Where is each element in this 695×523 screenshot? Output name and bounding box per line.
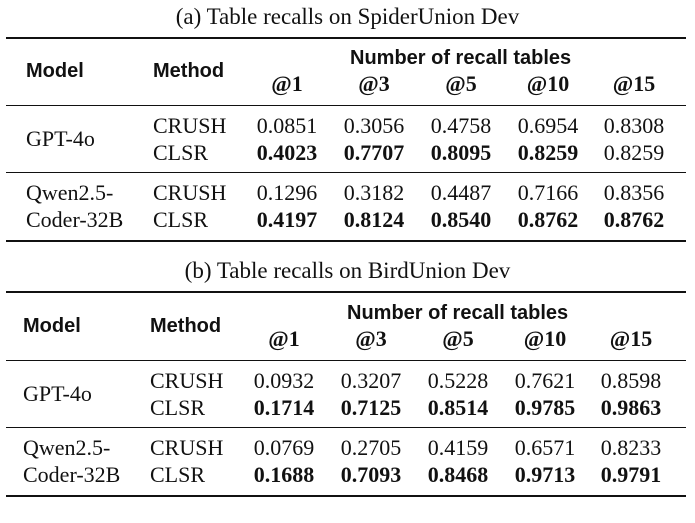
table-b-cell: 0.3207 [340,368,402,393]
table-a-model-qwen-line2: Coder-32B [26,207,124,232]
table-b-cell: 0.1714 [253,395,315,420]
table-b-cell: 0.7093 [340,462,402,487]
table-a-cell: 0.8762 [603,207,665,232]
table-b-cell: 0.0932 [253,368,315,393]
table-a-header-k5: @5 [445,71,477,96]
table-b-cell: 0.4159 [427,435,489,460]
table-a-cell: 0.6954 [517,113,579,138]
table-a-cell: 0.7166 [517,180,579,205]
table-a-method-clsr-2: CLSR [153,207,209,232]
table-a-model-gpt4o: GPT-4o [26,126,95,151]
table-b-group-rule [6,427,686,428]
table-b-cell: 0.9863 [600,395,662,420]
table-a-bottom-rule [6,240,686,242]
table-a-header-model: Model [26,60,84,82]
table-a-header-rule [6,105,686,106]
table-a-cell: 0.8124 [343,207,405,232]
table-a-cell: 0.8259 [517,140,579,165]
table-b-bottom-rule [6,495,686,497]
table-b-cell: 0.5228 [427,368,489,393]
table-b-header-rule [6,360,686,361]
table-a-header-method: Method [153,60,225,82]
table-b-cell: 0.1688 [253,462,315,487]
table-a-model-qwen-line1: Qwen2.5- [26,180,114,205]
table-a-cell: 0.3056 [343,113,405,138]
table-a-cell: 0.3182 [343,180,405,205]
table-a-cell: 0.1296 [256,180,318,205]
table-b-caption: (b) Table recalls on BirdUnion Dev [184,258,511,283]
table-a-header-k3: @3 [358,71,390,96]
table-b-model-qwen-line1: Qwen2.5- [23,435,111,460]
table-b-cell: 0.7125 [340,395,402,420]
table-a-cell: 0.8540 [430,207,492,232]
table-b-cell: 0.2705 [340,435,402,460]
table-a-cell: 0.7707 [343,140,405,165]
table-a-cell: 0.4197 [256,207,318,232]
table-a-method-crush-2: CRUSH [153,180,227,205]
table-a-cell: 0.8762 [517,207,579,232]
table-b-cell: 0.9791 [600,462,662,487]
table-b-cell: 0.8468 [427,462,489,487]
table-b-header-method: Method [150,315,222,337]
table-a-header-k1: @1 [271,71,303,96]
table-a-cell: 0.8259 [603,140,665,165]
table-b-header-group: Number of recall tables [347,302,569,324]
table-b-header-model: Model [23,315,81,337]
table-b-header-k5: @5 [442,326,474,351]
table-a-top-rule [6,37,686,39]
table-a-cell: 0.8308 [603,113,665,138]
table-b-header-k10: @10 [523,326,567,351]
table-b-model-gpt4o: GPT-4o [23,381,92,406]
table-a-cell: 0.4758 [430,113,492,138]
table-a-caption: (a) Table recalls on SpiderUnion Dev [175,4,520,29]
table-b-header-k3: @3 [355,326,387,351]
table-b-header-k15: @15 [609,326,653,351]
table-b-cell: 0.6571 [514,435,576,460]
table-b-method-crush-2: CRUSH [150,435,224,460]
table-b-method-clsr-2: CLSR [150,462,206,487]
table-b-method-crush-1: CRUSH [150,368,224,393]
table-b-cell: 0.7621 [514,368,576,393]
table-a-cell: 0.8095 [430,140,492,165]
table-b-method-clsr-1: CLSR [150,395,206,420]
table-a-cell: 0.8356 [603,180,665,205]
table-b-cell: 0.8233 [600,435,662,460]
table-a-header-group: Number of recall tables [350,47,572,69]
table-a-header-k10: @10 [526,71,570,96]
table-b-cell: 0.0769 [253,435,315,460]
table-b-cell: 0.8598 [600,368,662,393]
table-b-header-k1: @1 [268,326,300,351]
table-a-method-clsr-1: CLSR [153,140,209,165]
table-b-top-rule [6,291,686,293]
table-a-group-rule [6,172,686,173]
table-b-model-qwen-line2: Coder-32B [23,462,121,487]
table-a-cell: 0.4487 [430,180,492,205]
table-b-cell: 0.8514 [427,395,489,420]
table-b-cell: 0.9713 [514,462,576,487]
table-a-header-k15: @15 [612,71,656,96]
table-a-cell: 0.0851 [256,113,318,138]
table-a-cell: 0.4023 [256,140,318,165]
table-b-cell: 0.9785 [514,395,576,420]
table-a-method-crush-1: CRUSH [153,113,227,138]
